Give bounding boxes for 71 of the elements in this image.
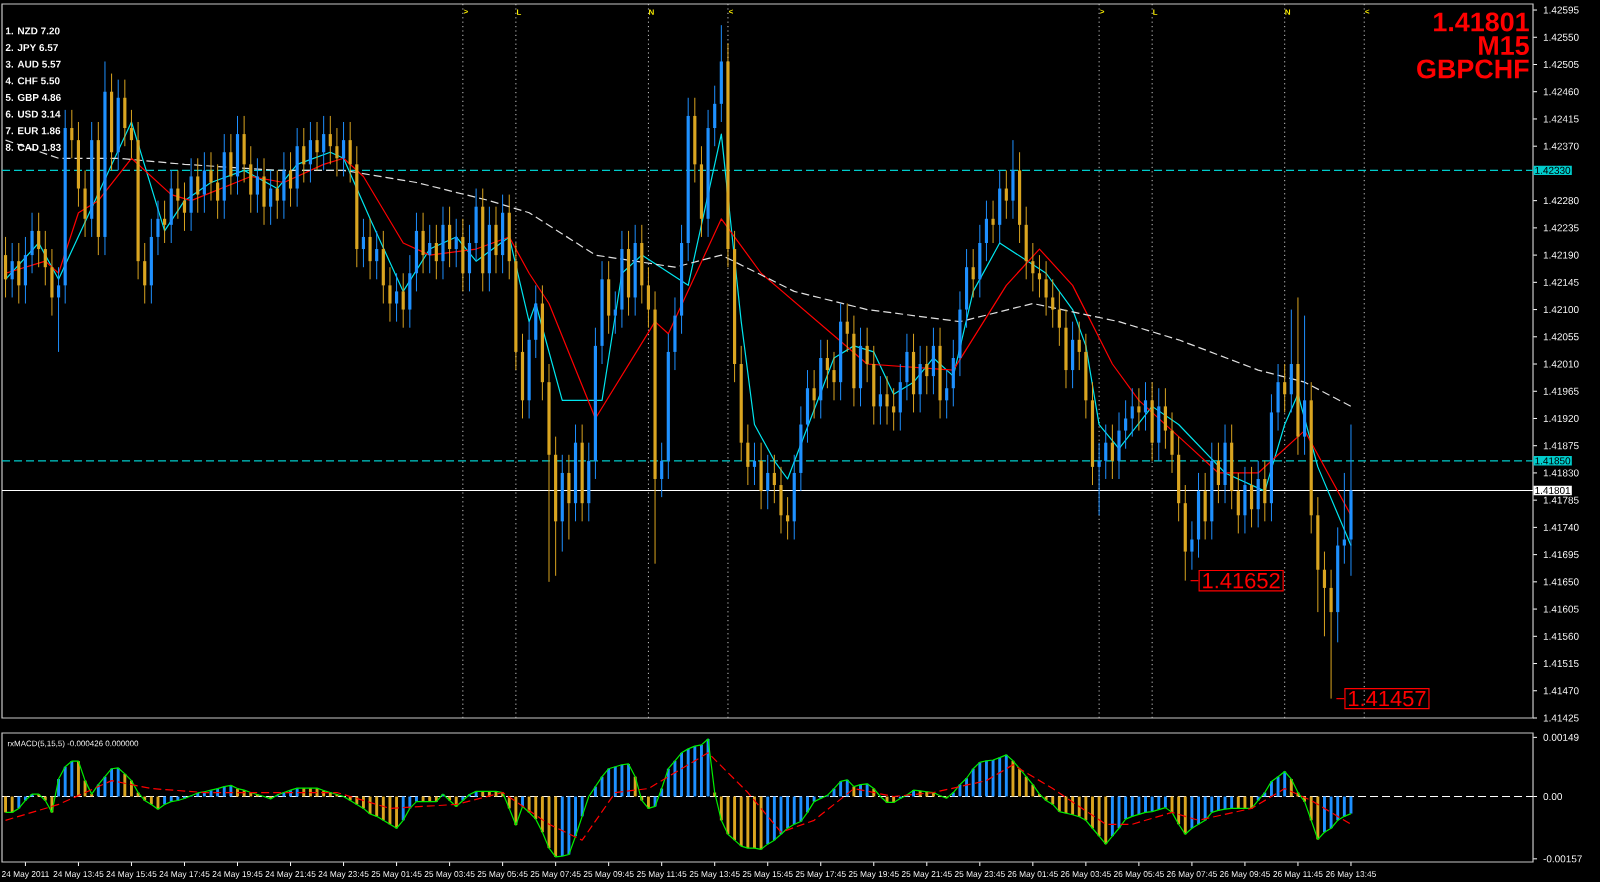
y-tick-label: 1.41560	[1543, 632, 1579, 640]
ref-line-label: 1.41801	[1535, 486, 1571, 495]
x-tick-label: 26 May 13:45	[1326, 871, 1376, 879]
x-tick-label: 24 May 19:45	[212, 871, 263, 879]
annotation: 6. USD 3.14	[5, 110, 61, 118]
y-tick-label: 1.42550	[1543, 33, 1579, 41]
y-tick-label: 1.41830	[1543, 469, 1579, 477]
annotation: 1.41801	[1434, 12, 1529, 32]
x-tick-label: 25 May 13:45	[689, 871, 740, 879]
x-tick-label: 25 May 01:45	[371, 871, 422, 879]
annotation: 4. CHF 5.50	[5, 77, 60, 85]
y-tick-label: 1.42235	[1543, 224, 1579, 232]
annotation: 1. NZD 7.20	[6, 27, 60, 35]
x-tick-label: 25 May 15:45	[742, 871, 793, 879]
text: GBPCHF	[1417, 59, 1529, 79]
x-tick-label: 24 May 21:45	[265, 871, 316, 879]
y-tick-label: 1.42370	[1543, 142, 1579, 150]
x-tick-label: 25 May 09:45	[583, 871, 634, 879]
y-tick-label: 1.42595	[1543, 6, 1579, 14]
annotation: 5. GBP 4.86	[5, 93, 61, 101]
y-tick-label: 1.41650	[1543, 578, 1579, 586]
text: M15	[1479, 36, 1529, 55]
y-tick-label: 1.42010	[1543, 360, 1579, 368]
y-tick-label: 1.41965	[1543, 387, 1579, 395]
x-tick-label: 24 May 15:45	[106, 871, 157, 879]
y-tick-label: 1.41785	[1543, 496, 1579, 504]
y-tick-label: 1.42460	[1543, 88, 1579, 96]
y-tick-label: 1.41740	[1543, 523, 1579, 531]
ref-line-label: 1.42330	[1535, 166, 1571, 174]
ref-line-label: 1.41850	[1535, 457, 1571, 465]
x-tick-label: 25 May 21:45	[901, 871, 952, 879]
x-tick-label: 24 May 17:45	[159, 871, 210, 879]
x-tick-label: 26 May 05:45	[1113, 871, 1164, 879]
x-tick-label: 26 May 11:45	[1273, 871, 1323, 879]
y-tick-label: 1.41920	[1543, 414, 1579, 422]
y-tick-label: 1.42145	[1543, 278, 1579, 286]
y-tick-label: 1.42505	[1543, 60, 1579, 69]
y-tick-label: 0.00149	[1543, 733, 1579, 741]
x-tick-label: 25 May 23:45	[954, 871, 1005, 879]
y-tick-label: 0.00	[1543, 792, 1563, 801]
annotation: 1.41652	[1203, 572, 1280, 589]
x-tick-label: 25 May 11:45	[637, 871, 687, 879]
y-tick-label: 1.41875	[1543, 442, 1579, 450]
x-tick-label: 26 May 09:45	[1219, 871, 1270, 879]
y-tick-label: 1.41695	[1543, 551, 1579, 559]
y-tick-label: 1.42280	[1543, 197, 1579, 205]
annotation: 1.41457	[1349, 691, 1426, 707]
x-tick-label: 26 May 07:45	[1166, 871, 1217, 879]
x-tick-label: 24 May 2011	[1, 871, 49, 879]
x-tick-label: 24 May 13:45	[53, 871, 104, 879]
y-tick-label: 1.41425	[1543, 714, 1579, 722]
y-tick-label: 1.42100	[1543, 306, 1579, 314]
y-tick-label: 1.41470	[1543, 687, 1579, 695]
x-tick-label: 26 May 01:45	[1007, 871, 1058, 879]
y-tick-label: 1.42415	[1543, 115, 1579, 123]
y-tick-label: 1.42190	[1543, 251, 1579, 259]
x-tick-label: 25 May 07:45	[530, 871, 581, 879]
annotation: 3. AUD 5.57	[5, 60, 61, 68]
x-tick-label: 25 May 17:45	[795, 871, 846, 879]
y-tick-label: -0.00157	[1543, 855, 1582, 863]
annotation: 7. EUR 1.86	[5, 127, 61, 135]
annotation: 2. JPY 6.57	[5, 44, 58, 52]
x-tick-label: 26 May 03:45	[1060, 871, 1111, 879]
y-tick-label: 1.41515	[1543, 660, 1579, 668]
x-tick-label: 25 May 05:45	[477, 871, 528, 879]
x-tick-label: 24 May 23:45	[318, 871, 369, 879]
x-tick-label: 25 May 19:45	[848, 871, 899, 879]
annotation: 8. CAD 1.83	[5, 143, 61, 151]
y-tick-label: 1.41605	[1543, 605, 1579, 613]
x-tick-label: 25 May 03:45	[424, 871, 475, 879]
y-tick-label: 1.42055	[1543, 333, 1579, 341]
